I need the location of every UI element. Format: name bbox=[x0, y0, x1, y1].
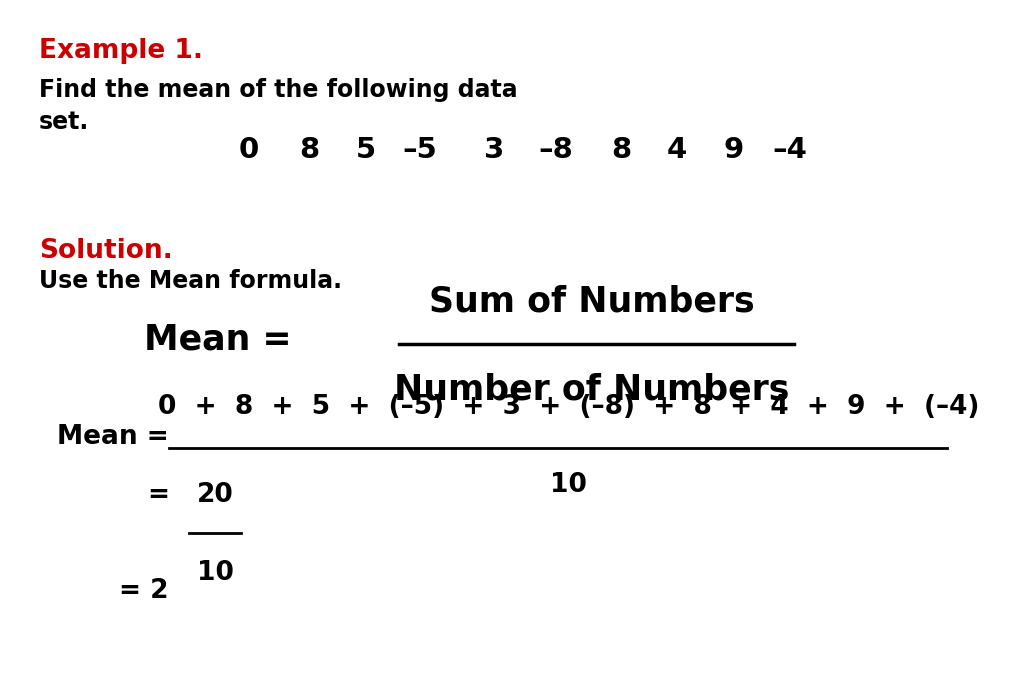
Text: 0: 0 bbox=[239, 136, 259, 164]
Text: Sum of Numbers: Sum of Numbers bbox=[429, 284, 755, 319]
Text: Mean =: Mean = bbox=[144, 323, 292, 356]
Text: Mean =: Mean = bbox=[57, 424, 169, 451]
Text: Find the mean of the following data: Find the mean of the following data bbox=[39, 78, 517, 102]
Text: Use the Mean formula.: Use the Mean formula. bbox=[39, 270, 342, 293]
Text: –4: –4 bbox=[772, 136, 807, 164]
Text: set.: set. bbox=[39, 110, 89, 134]
Text: 4: 4 bbox=[667, 136, 687, 164]
Text: 10: 10 bbox=[550, 473, 587, 498]
Text: 10: 10 bbox=[197, 560, 233, 586]
Text: 8: 8 bbox=[611, 136, 632, 164]
Text: = 2: = 2 bbox=[120, 578, 169, 605]
Text: 3: 3 bbox=[484, 136, 505, 164]
Text: 20: 20 bbox=[197, 482, 233, 508]
Text: 9: 9 bbox=[723, 136, 743, 164]
Text: =: = bbox=[147, 482, 169, 508]
Text: Example 1.: Example 1. bbox=[39, 38, 203, 64]
Text: 5: 5 bbox=[355, 136, 376, 164]
Text: 0  +  8  +  5  +  (–5)  +  3  +  (–8)  +  8  +  4  +  9  +  (–4): 0 + 8 + 5 + (–5) + 3 + (–8) + 8 + 4 + 9 … bbox=[158, 394, 979, 420]
Text: –5: –5 bbox=[402, 136, 437, 164]
Text: Number of Numbers: Number of Numbers bbox=[394, 372, 790, 407]
Text: 8: 8 bbox=[299, 136, 319, 164]
Text: Solution.: Solution. bbox=[39, 238, 173, 264]
Text: –8: –8 bbox=[539, 136, 573, 164]
